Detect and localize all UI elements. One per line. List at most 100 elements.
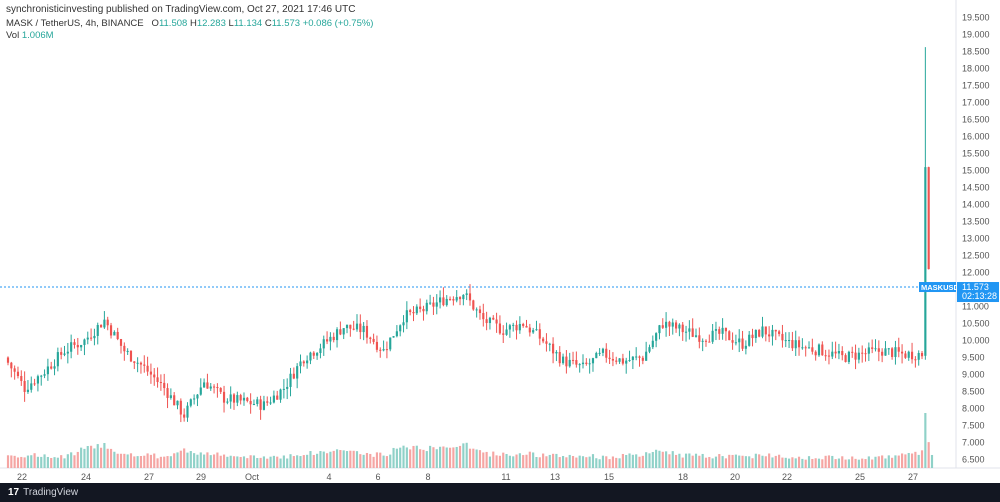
volume-bar — [561, 455, 565, 468]
volume-bar — [555, 453, 558, 468]
volume-bar — [628, 453, 631, 468]
volume-bar — [412, 445, 415, 468]
candle-body — [458, 297, 462, 300]
candle-body — [691, 328, 694, 337]
volume-bar — [50, 457, 53, 468]
volume-bar — [379, 452, 382, 468]
volume-bar — [505, 454, 508, 468]
high-value: 12.283 — [196, 18, 226, 29]
candle-body — [575, 360, 578, 365]
price-tick-label: 12.000 — [962, 268, 990, 278]
candle-body — [478, 309, 482, 314]
candle-body — [635, 356, 638, 358]
candle-body — [781, 333, 784, 341]
candle-body — [904, 353, 907, 358]
candle-body — [708, 341, 711, 343]
candle-body — [588, 363, 591, 365]
tradingview-logo[interactable]: 17 TradingView — [8, 487, 78, 498]
candle-body — [392, 336, 395, 338]
price-tick-label: 14.000 — [962, 200, 990, 210]
candle-body — [857, 352, 860, 360]
candle-body — [894, 347, 897, 357]
candle-body — [877, 348, 880, 352]
candle-body — [837, 351, 841, 354]
candle-body — [475, 309, 478, 311]
candle-body — [432, 302, 435, 307]
candle-body — [106, 319, 109, 326]
volume-bar — [415, 445, 418, 468]
volume-bar — [851, 456, 854, 468]
candle-body — [123, 345, 126, 352]
volume-bar — [299, 456, 302, 468]
candle-body — [801, 347, 804, 349]
candle-body — [532, 330, 535, 333]
volume-bar — [229, 455, 232, 468]
candle-body — [372, 338, 375, 342]
candle-body — [362, 325, 365, 333]
volume-bar — [113, 451, 116, 468]
candle-body — [608, 357, 611, 359]
volume-bar — [355, 451, 359, 468]
volume-bar — [455, 446, 458, 468]
footer-bar: 17 TradingView — [0, 483, 1000, 502]
candle-body — [266, 401, 269, 403]
candle-body — [565, 356, 568, 367]
candle-body — [651, 340, 654, 348]
volume-bar — [671, 451, 674, 468]
volume-bar — [528, 451, 531, 468]
volume-bar — [857, 459, 860, 468]
volume-bar — [741, 455, 744, 468]
volume-bar — [711, 458, 714, 468]
candle-body — [465, 293, 468, 295]
volume-bar — [63, 458, 66, 468]
candle-body — [628, 360, 631, 362]
volume-bar — [226, 456, 229, 468]
candle-body — [661, 325, 664, 328]
volume-bar — [847, 459, 850, 468]
volume-bar — [435, 449, 438, 468]
candle-body — [316, 353, 319, 356]
candle-body — [748, 334, 751, 346]
candle-body — [917, 352, 920, 360]
time-tick-label: 13 — [550, 472, 560, 482]
volume-bar — [591, 454, 595, 468]
volume-bar — [784, 457, 787, 468]
low-value: 11.134 — [233, 18, 263, 29]
candle-body — [90, 337, 93, 339]
candle-body — [309, 352, 312, 361]
price-axis-ticks: 19.500 19.000 18.500 18.000 17.500 17.000 16.5… — [962, 13, 990, 465]
volume-bar — [668, 454, 671, 468]
volume-bar — [611, 456, 615, 468]
candle-body — [405, 310, 408, 323]
volume-bar — [219, 455, 222, 468]
volume-bar — [844, 459, 847, 468]
volume-bar — [910, 453, 914, 468]
candle-body — [369, 337, 372, 339]
candle-body — [924, 167, 927, 356]
symbol-tag-bg — [919, 282, 956, 293]
volume-bar — [183, 448, 186, 468]
volume-bar — [834, 459, 837, 468]
price-tick-label: 11.000 — [962, 302, 989, 312]
volume-bar — [821, 459, 824, 468]
price-tick-label: 9.500 — [962, 353, 985, 363]
price-tick-label: 8.500 — [962, 387, 985, 397]
candle-body — [578, 364, 581, 366]
candle-body — [53, 366, 56, 369]
volume-bar — [515, 454, 518, 468]
price-chart[interactable]: 19.500 19.000 18.500 18.000 17.500 17.000 16.5… — [0, 0, 1000, 483]
volume-bar — [372, 456, 375, 468]
volume-bar — [272, 455, 275, 468]
candle-body — [638, 356, 641, 358]
close-label: C — [264, 18, 272, 29]
candle-body — [655, 333, 658, 341]
candle-body — [33, 383, 36, 385]
candle-body — [505, 329, 508, 335]
price-tick-label: 12.500 — [962, 251, 990, 261]
volume-bar — [129, 453, 133, 468]
symbol-tag-text: MASKUSDT — [921, 283, 964, 292]
time-tick-label: 15 — [604, 472, 614, 482]
volume-bar — [655, 449, 658, 468]
volume-bar — [83, 448, 86, 468]
candle-body — [286, 386, 289, 389]
